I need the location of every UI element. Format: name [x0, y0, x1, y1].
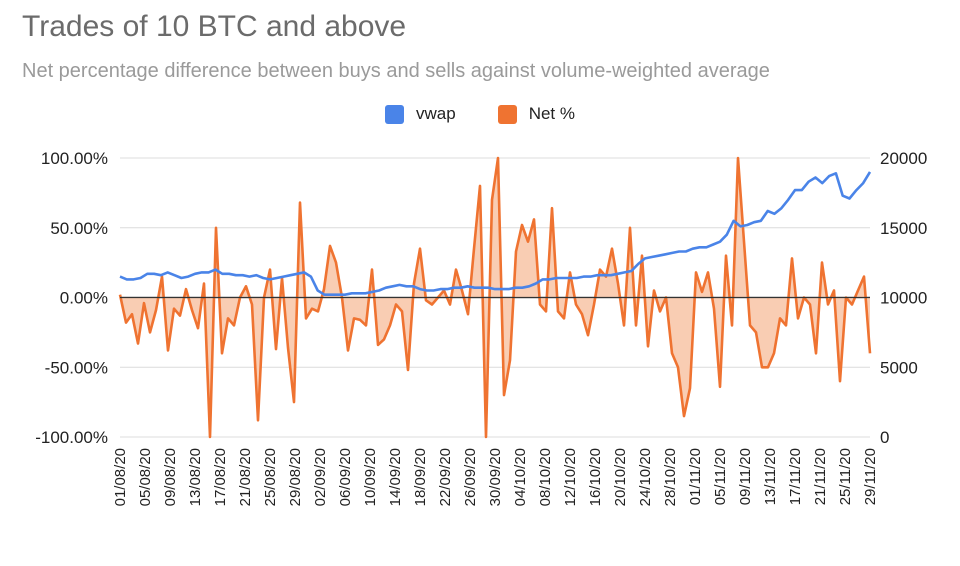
right-axis-tick: 15000: [880, 219, 927, 238]
x-axis-tick: 28/10/20: [662, 448, 679, 506]
x-axis-tick: 10/09/20: [362, 448, 379, 506]
right-axis-tick: 20000: [880, 149, 927, 168]
x-axis-tick: 17/08/20: [212, 448, 229, 506]
x-axis-tick: 13/08/20: [187, 448, 204, 506]
x-axis-tick: 08/10/20: [537, 448, 554, 506]
x-axis-tick: 21/08/20: [237, 448, 254, 506]
x-axis-tick: 01/08/20: [112, 448, 129, 506]
x-axis-tick: 01/11/20: [687, 448, 704, 505]
x-axis-tick: 22/09/20: [437, 448, 454, 506]
x-axis-tick: 06/09/20: [337, 448, 354, 506]
x-axis-tick: 16/10/20: [587, 448, 604, 506]
vwap-line: [119, 171, 872, 296]
left-axis-tick: -100.00%: [35, 428, 108, 447]
left-axis-tick: 0.00%: [60, 289, 108, 308]
x-axis-tick: 25/11/20: [837, 448, 854, 505]
chart-subtitle: Net percentage difference between buys a…: [22, 60, 770, 82]
x-axis-tick: 17/11/20: [787, 448, 804, 505]
net-percent-line: [118, 156, 872, 439]
x-axis-tick: 12/10/20: [562, 448, 579, 506]
left-axis-tick: -50.00%: [45, 358, 108, 377]
legend-item-net[interactable]: Net %: [497, 104, 575, 124]
x-axis-tick: 09/11/20: [737, 448, 754, 505]
right-axis-tick: 0: [880, 428, 889, 447]
legend-label-net: Net %: [528, 104, 575, 123]
x-axis-tick: 21/11/20: [812, 448, 829, 505]
legend: vwap Net %: [0, 104, 960, 124]
x-axis-tick: 04/10/20: [512, 448, 529, 506]
x-axis-tick: 20/10/20: [612, 448, 629, 506]
x-axis-tick: 05/11/20: [712, 448, 729, 505]
right-axis-tick: 10000: [880, 289, 927, 308]
left-axis-tick: 50.00%: [50, 219, 108, 238]
legend-item-vwap[interactable]: vwap: [385, 104, 456, 124]
x-axis-tick: 30/09/20: [487, 448, 504, 506]
x-axis-tick: 29/08/20: [287, 448, 304, 506]
x-axis-tick: 09/08/20: [162, 448, 179, 506]
right-axis-tick: 5000: [880, 358, 918, 377]
legend-swatch-vwap: [385, 104, 404, 124]
x-axis-tick: 29/11/20: [862, 448, 879, 505]
legend-label-vwap: vwap: [416, 104, 456, 123]
x-axis-tick: 18/09/20: [412, 448, 429, 506]
x-axis-tick: 25/08/20: [262, 448, 279, 506]
chart-title: Trades of 10 BTC and above: [22, 10, 407, 43]
x-axis-tick: 02/09/20: [312, 448, 329, 506]
x-axis-tick: 05/08/20: [137, 448, 154, 506]
x-axis-tick: 14/09/20: [387, 448, 404, 506]
left-axis-tick: 100.00%: [41, 149, 108, 168]
x-axis-tick: 13/11/20: [762, 448, 779, 505]
x-axis-tick: 26/09/20: [462, 448, 479, 506]
x-axis-tick: 24/10/20: [637, 448, 654, 506]
legend-swatch-net: [497, 104, 517, 124]
